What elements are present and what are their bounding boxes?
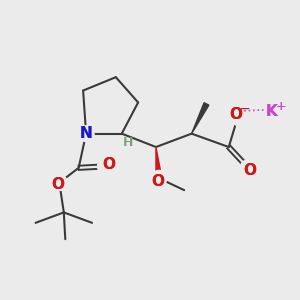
Text: N: N — [80, 126, 92, 141]
Text: O: O — [103, 158, 116, 172]
Text: O: O — [243, 163, 256, 178]
Text: H: H — [124, 136, 133, 149]
Circle shape — [98, 159, 113, 174]
Circle shape — [52, 175, 67, 190]
Text: O: O — [230, 107, 243, 122]
Text: O: O — [51, 177, 64, 192]
Text: H: H — [123, 136, 132, 149]
Text: O: O — [51, 177, 64, 192]
Polygon shape — [192, 103, 209, 134]
Circle shape — [78, 126, 94, 141]
Circle shape — [240, 160, 256, 176]
Circle shape — [230, 110, 245, 125]
Text: O: O — [151, 174, 164, 189]
Text: K: K — [266, 104, 278, 119]
Text: −: − — [239, 103, 250, 116]
Circle shape — [151, 170, 166, 186]
Text: O: O — [103, 158, 116, 172]
Text: O: O — [151, 174, 164, 189]
Circle shape — [240, 160, 256, 176]
Text: N: N — [80, 126, 92, 141]
Text: O: O — [243, 163, 256, 178]
Text: O: O — [230, 107, 243, 122]
Circle shape — [151, 170, 166, 186]
Circle shape — [98, 159, 113, 174]
Circle shape — [78, 126, 94, 141]
Circle shape — [230, 110, 245, 125]
Text: K: K — [266, 104, 278, 119]
Text: −: − — [239, 103, 250, 116]
Circle shape — [52, 175, 67, 190]
Polygon shape — [156, 147, 162, 178]
Text: +: + — [275, 100, 286, 112]
Text: +: + — [275, 100, 286, 112]
